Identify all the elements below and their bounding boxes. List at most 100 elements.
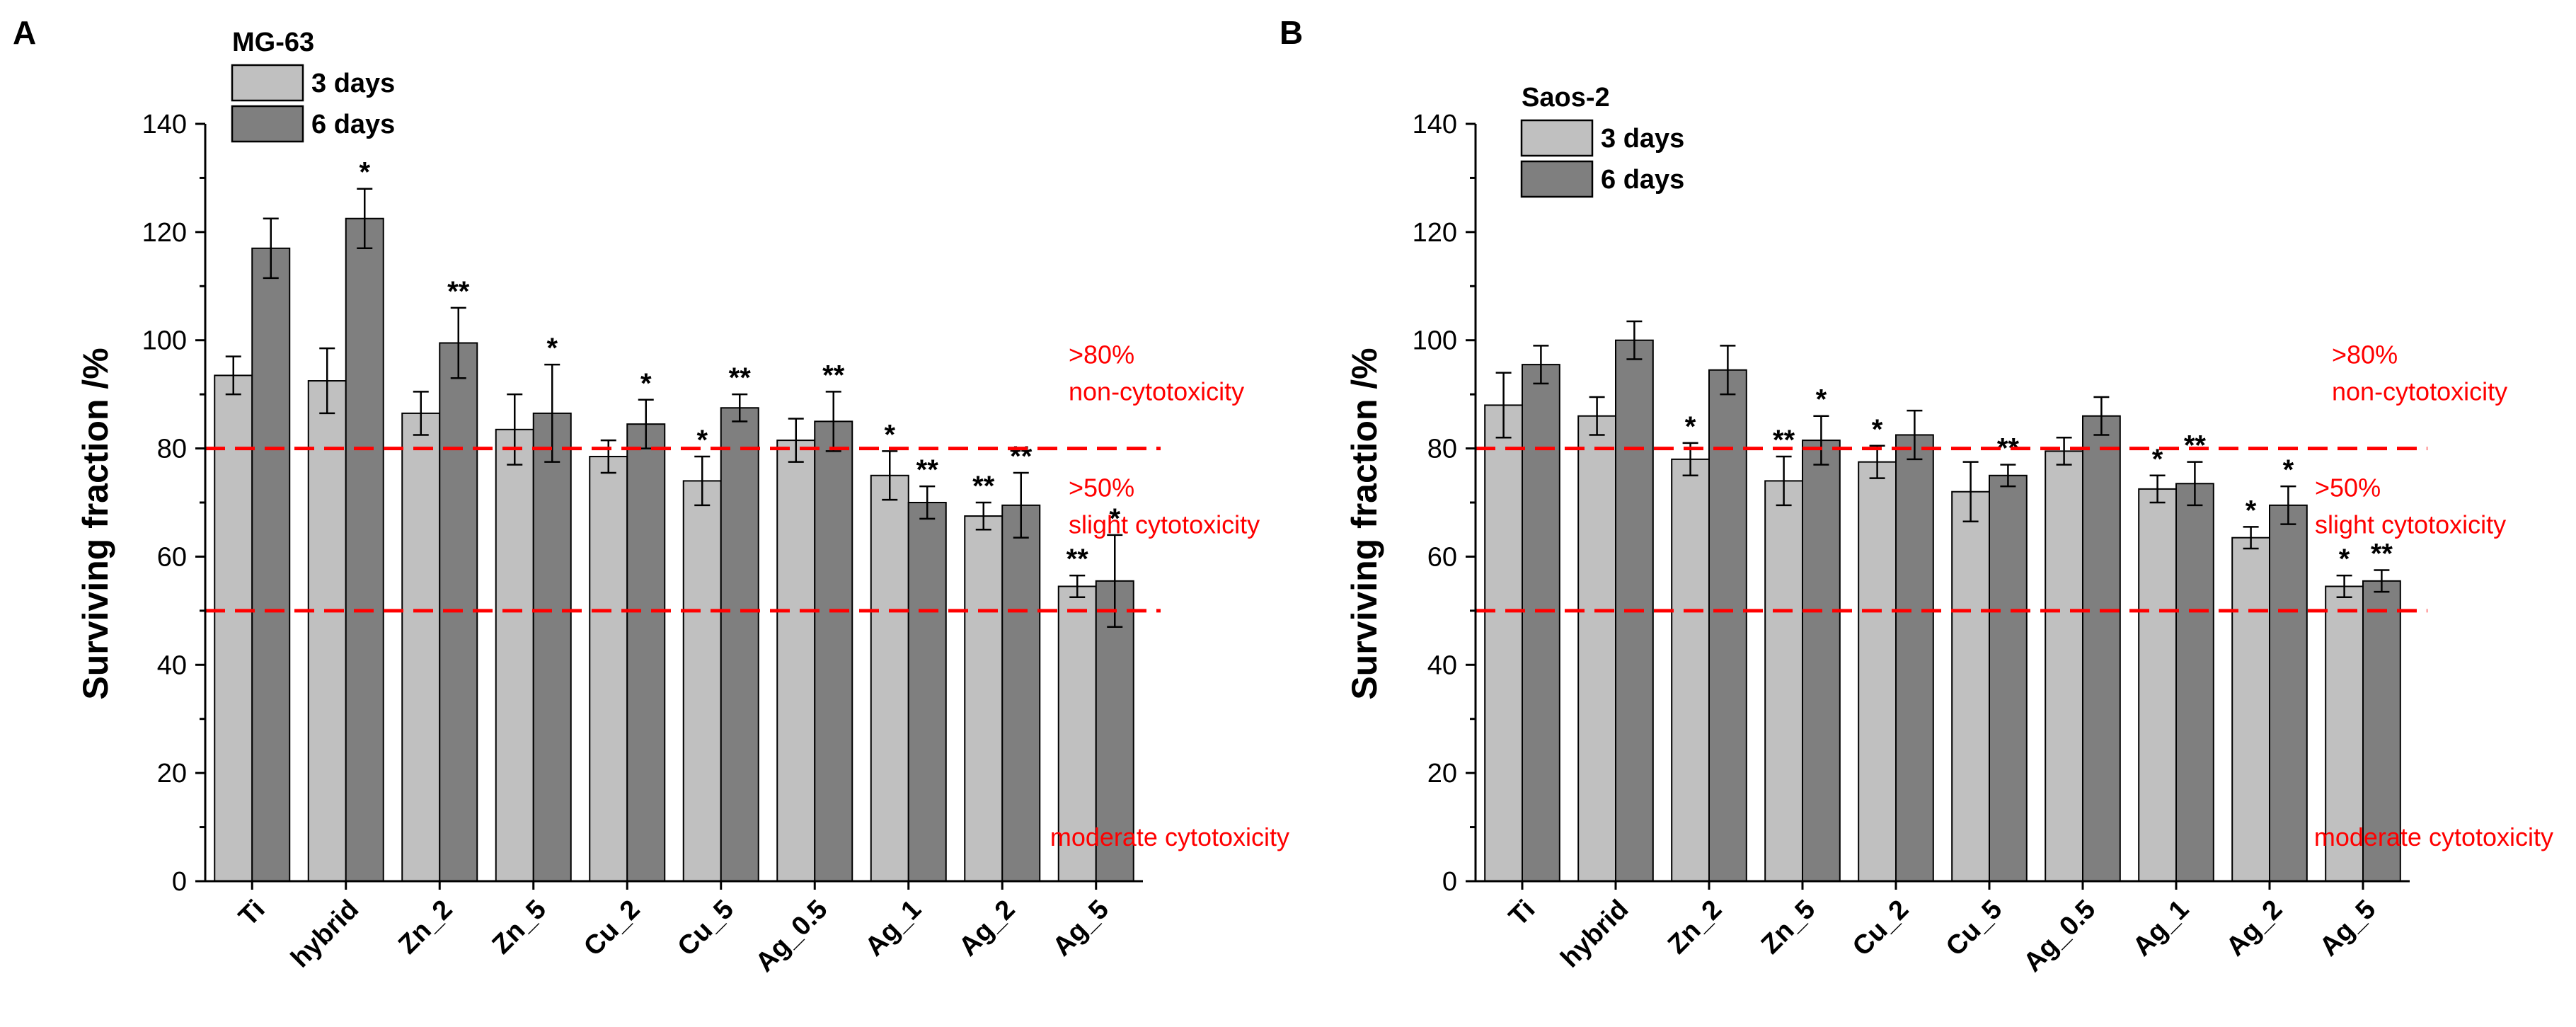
y-tick-label: 100 bbox=[142, 326, 187, 356]
significance-label: * bbox=[2283, 454, 2294, 486]
significance-label: ** bbox=[2371, 539, 2393, 570]
y-tick-label: 120 bbox=[142, 218, 187, 248]
bar-3-days-Cu_2 bbox=[589, 456, 628, 882]
significance-label: * bbox=[1685, 411, 1696, 442]
y-tick-label: 0 bbox=[172, 867, 187, 897]
legend-label-6-days: 6 days bbox=[311, 110, 395, 139]
bar-6-days-Ag_1 bbox=[907, 502, 947, 882]
legend-swatch-3-days bbox=[1520, 119, 1594, 157]
x-tick-label-Ag_0.5: Ag_0.5 bbox=[750, 895, 834, 978]
y-tick-label: 20 bbox=[1427, 759, 1457, 788]
bar-3-days-Ag_2 bbox=[2231, 537, 2270, 883]
x-tick-label-Zn_5: Zn_5 bbox=[1756, 895, 1821, 960]
annotation-above-50: >50% bbox=[2315, 474, 2381, 503]
x-tick-label-Zn_2: Zn_2 bbox=[1662, 895, 1727, 960]
significance-label: ** bbox=[2184, 430, 2207, 461]
y-tick-label: 20 bbox=[157, 759, 187, 788]
bar-3-days-Ag_0.5 bbox=[2045, 450, 2083, 882]
y-axis-label: Surviving fraction /% bbox=[76, 348, 115, 699]
x-tick-label-Cu_2: Cu_2 bbox=[578, 895, 645, 962]
y-tick-label: 140 bbox=[1413, 110, 1457, 139]
bar-3-days-Ag_2 bbox=[964, 515, 1004, 882]
significance-label: * bbox=[2246, 495, 2257, 526]
significance-label: ** bbox=[822, 360, 845, 391]
y-tick-label: 80 bbox=[157, 435, 187, 464]
bar-6-days-Zn_5 bbox=[1802, 440, 1841, 882]
annotation-slight-cytotoxicity: slight cytotoxicity bbox=[2315, 510, 2506, 539]
x-tick-label-Zn_5: Zn_5 bbox=[487, 895, 552, 960]
bar-3-days-Zn_5 bbox=[1764, 480, 1803, 882]
y-tick-label: 100 bbox=[1413, 326, 1457, 356]
annotation-above-80: >80% bbox=[2332, 340, 2398, 369]
y-tick-label: 60 bbox=[157, 542, 187, 572]
significance-label: * bbox=[1109, 503, 1120, 534]
chart-panel-a: A* ********** ** **** ***>80%non-cytotoxicit… bbox=[13, 14, 1289, 977]
significance-label: ** bbox=[916, 454, 939, 486]
chart-panel-b: B* ** ******* *****>80%non-cytotoxicity>50%… bbox=[1280, 14, 2553, 977]
annotation-above-80: >80% bbox=[1069, 340, 1134, 369]
significance-label: * bbox=[2339, 544, 2350, 575]
panel-label: A bbox=[13, 14, 36, 51]
x-tick-label-Zn_2: Zn_2 bbox=[393, 895, 458, 960]
x-tick-label-hybrid: hybrid bbox=[285, 895, 364, 974]
x-tick-label-Ag_0.5: Ag_0.5 bbox=[2018, 895, 2102, 978]
significance-label: ** bbox=[1010, 441, 1033, 472]
legend-label-6-days: 6 days bbox=[1601, 165, 1684, 195]
bar-6-days-Ti bbox=[251, 247, 291, 882]
significance-label: * bbox=[696, 425, 708, 456]
bar-6-days-Zn_2 bbox=[1708, 369, 1747, 882]
bar-6-days-Ag_5 bbox=[2362, 580, 2401, 882]
bar-6-days-Cu_5 bbox=[1989, 474, 2028, 882]
x-tick-label-Cu_5: Cu_5 bbox=[1940, 895, 2008, 962]
y-tick-label: 80 bbox=[1427, 435, 1457, 464]
bar-6-days-Ag_5 bbox=[1095, 580, 1134, 882]
bar-6-days-Ag_1 bbox=[2175, 483, 2214, 882]
y-tick-label: 0 bbox=[1442, 867, 1457, 897]
legend-swatch-3-days bbox=[231, 64, 304, 102]
significance-label: ** bbox=[1773, 425, 1795, 456]
bar-3-days-Zn_2 bbox=[1671, 458, 1710, 882]
bar-3-days-hybrid bbox=[307, 380, 347, 882]
annotation-above-50: >50% bbox=[1069, 474, 1134, 503]
x-tick-label-Ti: Ti bbox=[1503, 895, 1541, 932]
annotation-moderate-cytotoxicity: moderate cytotoxicity bbox=[1050, 822, 1289, 851]
bar-3-days-Cu_2 bbox=[1858, 461, 1897, 882]
legend-label-3-days: 3 days bbox=[311, 69, 395, 98]
legend-title: Saos-2 bbox=[1522, 83, 1610, 113]
bar-3-days-Ti bbox=[1484, 404, 1523, 882]
x-tick-label-Ag_5: Ag_5 bbox=[2314, 895, 2381, 962]
legend-swatch-6-days bbox=[1520, 160, 1594, 198]
x-tick-label-Ti: Ti bbox=[234, 895, 271, 932]
legend-label-3-days: 3 days bbox=[1601, 124, 1684, 154]
significance-label: * bbox=[359, 157, 370, 188]
bar-3-days-Ag_1 bbox=[2138, 488, 2177, 882]
y-tick-label: 60 bbox=[1427, 542, 1457, 572]
bar-6-days-Ti bbox=[1522, 364, 1560, 882]
bar-3-days-Ti bbox=[214, 374, 253, 882]
panel-label: B bbox=[1280, 14, 1303, 51]
bar-6-days-Cu_2 bbox=[626, 423, 666, 882]
bar-6-days-Ag_2 bbox=[2269, 504, 2308, 882]
bar-6-days-hybrid bbox=[345, 217, 384, 882]
legend-title: MG-63 bbox=[232, 28, 314, 57]
bar-3-days-Cu_5 bbox=[1951, 490, 1990, 882]
bar-6-days-Cu_5 bbox=[720, 407, 759, 882]
bar-3-days-Ag_0.5 bbox=[776, 440, 816, 882]
bar-6-days-Zn_5 bbox=[532, 412, 572, 882]
annotation-slight-cytotoxicity: slight cytotoxicity bbox=[1069, 510, 1260, 539]
significance-label: * bbox=[1816, 384, 1827, 415]
significance-label: * bbox=[2152, 444, 2163, 475]
bar-6-days-Ag_2 bbox=[1001, 504, 1041, 882]
bar-3-days-Zn_2 bbox=[401, 412, 441, 882]
bar-3-days-Zn_5 bbox=[495, 428, 534, 882]
y-axis-label: Surviving fraction /% bbox=[1345, 348, 1384, 699]
bar-3-days-Cu_5 bbox=[682, 480, 722, 882]
y-tick-label: 40 bbox=[157, 650, 187, 680]
significance-label: * bbox=[884, 419, 895, 450]
x-tick-label-hybrid: hybrid bbox=[1556, 895, 1635, 974]
bar-3-days-Ag_5 bbox=[2325, 585, 2364, 882]
y-tick-label: 120 bbox=[1413, 218, 1457, 248]
significance-label: * bbox=[1872, 414, 1883, 445]
annotation-moderate-cytotoxicity: moderate cytotoxicity bbox=[2314, 822, 2553, 851]
